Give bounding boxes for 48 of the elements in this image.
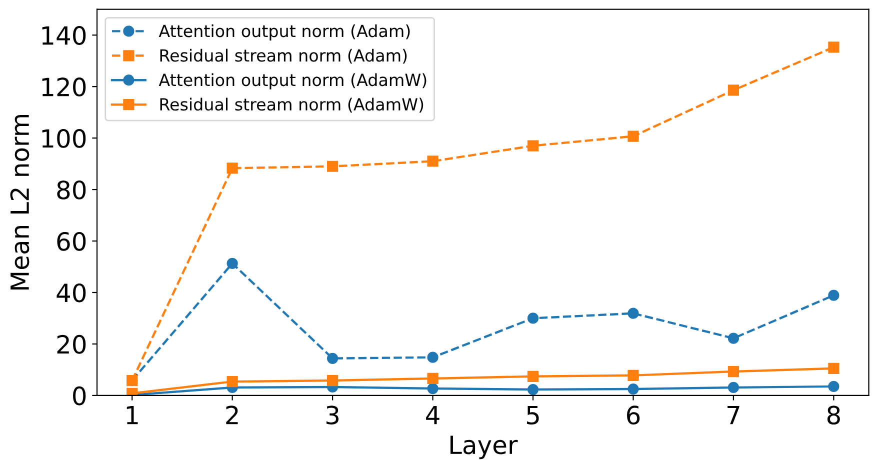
point bbox=[728, 382, 740, 394]
y-tick-label: 140 bbox=[42, 26, 86, 45]
y-tick-label: 60 bbox=[57, 232, 86, 251]
point bbox=[527, 140, 539, 152]
point bbox=[527, 312, 539, 324]
y-tick-label: 40 bbox=[56, 283, 86, 302]
x-tick-label: 5 bbox=[526, 406, 539, 425]
point bbox=[327, 374, 338, 386]
point bbox=[628, 370, 639, 381]
point bbox=[628, 383, 639, 395]
point bbox=[628, 308, 639, 319]
point bbox=[828, 290, 840, 301]
point bbox=[527, 370, 539, 382]
point bbox=[226, 258, 238, 269]
y-tick-label: 20 bbox=[57, 334, 86, 354]
point bbox=[828, 362, 840, 374]
point bbox=[728, 366, 740, 378]
y-tick-label: 0 bbox=[73, 386, 86, 406]
point bbox=[527, 384, 539, 396]
point bbox=[728, 84, 740, 96]
x-tick-label: 4 bbox=[426, 406, 440, 424]
y-axis-title: Mean L2 norm bbox=[10, 114, 30, 290]
point bbox=[226, 376, 238, 388]
point bbox=[628, 130, 639, 142]
x-tick-label: 6 bbox=[627, 406, 640, 425]
x-tick-label: 1 bbox=[126, 406, 138, 424]
legend-label: Residual stream norm (AdamW) bbox=[160, 98, 424, 113]
y-tick-label: 100 bbox=[42, 129, 86, 148]
point bbox=[828, 42, 840, 53]
point bbox=[828, 380, 840, 392]
legend-label: Attention output norm (Adam) bbox=[158, 24, 410, 40]
legend-label: Residual stream norm (Adam) bbox=[160, 48, 407, 64]
point bbox=[427, 352, 438, 363]
y-tick-label: 120 bbox=[42, 78, 86, 96]
x-tick-label: 2 bbox=[226, 406, 238, 424]
point bbox=[728, 332, 740, 344]
legend-label: Attention output norm (AdamW) bbox=[158, 73, 426, 90]
point bbox=[327, 160, 338, 172]
point bbox=[427, 382, 438, 394]
x-tick-label: 7 bbox=[728, 406, 740, 424]
point bbox=[427, 372, 438, 384]
point bbox=[327, 352, 338, 364]
x-tick-label: 3 bbox=[326, 406, 339, 425]
y-tick-label: 80 bbox=[57, 180, 86, 200]
x-axis-title: Layer bbox=[450, 436, 518, 460]
x-tick-label: 8 bbox=[827, 406, 840, 425]
point bbox=[427, 156, 438, 167]
point bbox=[226, 162, 238, 174]
